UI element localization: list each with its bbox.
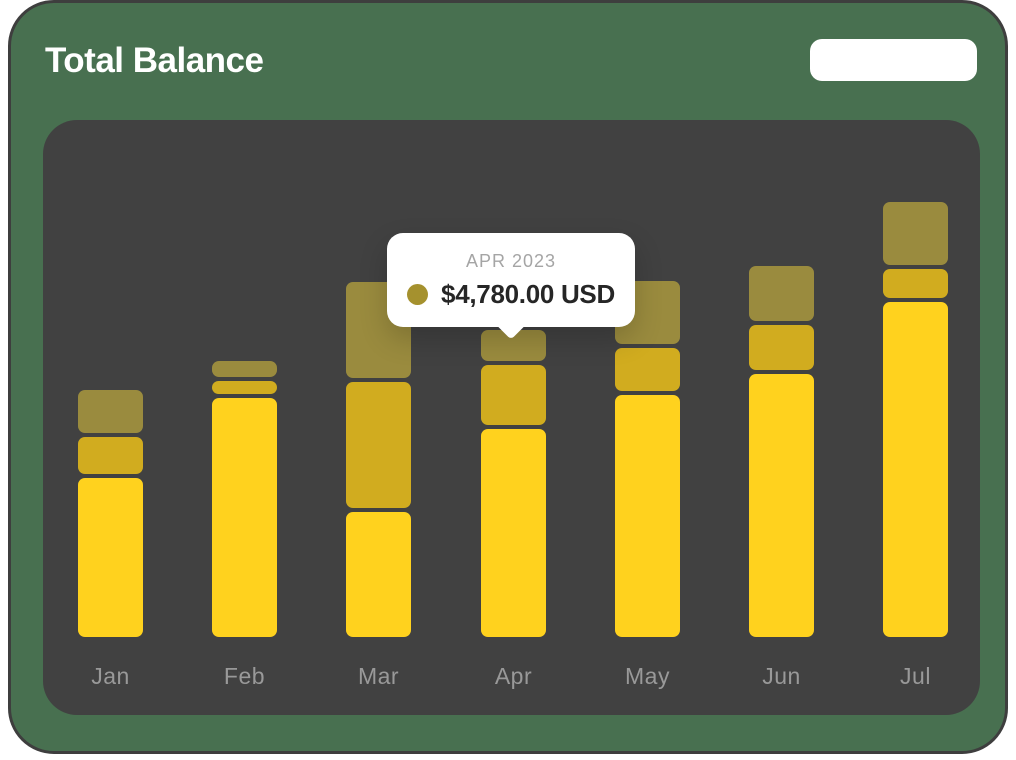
x-axis-label-jun: Jun [762,662,801,689]
bar-segment-bottom-yellow [481,429,546,637]
x-axis-label-jul: Jul [900,662,931,689]
bar-jul[interactable]: Jul [883,120,948,715]
bar-segment-bottom-yellow [78,478,143,637]
bar-feb[interactable]: Feb [212,120,277,715]
bar-segment-bottom-yellow [346,512,411,637]
header-action-button[interactable] [810,39,977,81]
bar-segment-bottom-yellow [749,374,814,637]
tooltip-value-row: $4,780.00 USD [407,279,615,310]
bar-segment-middle-gold [749,325,814,370]
bar-segment-top-olive [78,390,143,433]
bar-segment-bottom-yellow [615,395,680,637]
bar-segment-bottom-yellow [212,398,277,637]
tooltip-value: $4,780.00 USD [441,278,615,309]
bar-segment-middle-gold [883,269,948,298]
x-axis-label-apr: Apr [494,662,533,689]
bar-mar[interactable]: Mar [346,120,411,715]
bar-segment-top-olive [749,266,814,321]
bar-apr[interactable]: Apr [481,120,546,715]
bar-segment-top-olive [212,361,277,377]
chart-tooltip: APR 2023 $4,780.00 USD [387,233,635,340]
x-axis-label-mar: Mar [357,662,400,689]
total-balance-card: Total Balance Jan Feb Mar Apr May Jun Jul [8,0,1008,754]
bar-segment-middle-gold [346,382,411,508]
tooltip-period-label: APR 2023 [465,250,557,271]
page-title: Total Balance [45,41,264,80]
balance-chart-panel: Jan Feb Mar Apr May Jun Jul [43,120,980,715]
bar-segment-middle-gold [615,348,680,391]
bar-segment-middle-gold [212,381,277,394]
series-dot-icon [407,283,429,305]
bar-may[interactable]: May [615,120,680,715]
bar-jun[interactable]: Jun [749,120,814,715]
bar-segment-bottom-yellow [883,302,948,637]
x-axis-label-feb: Feb [223,662,266,689]
bar-segment-middle-gold [78,437,143,474]
x-axis-label-may: May [625,662,670,689]
x-axis-label-jan: Jan [91,662,130,689]
bar-jan[interactable]: Jan [78,120,143,715]
bar-segment-middle-gold [481,365,546,425]
bar-segment-top-olive [883,202,948,265]
